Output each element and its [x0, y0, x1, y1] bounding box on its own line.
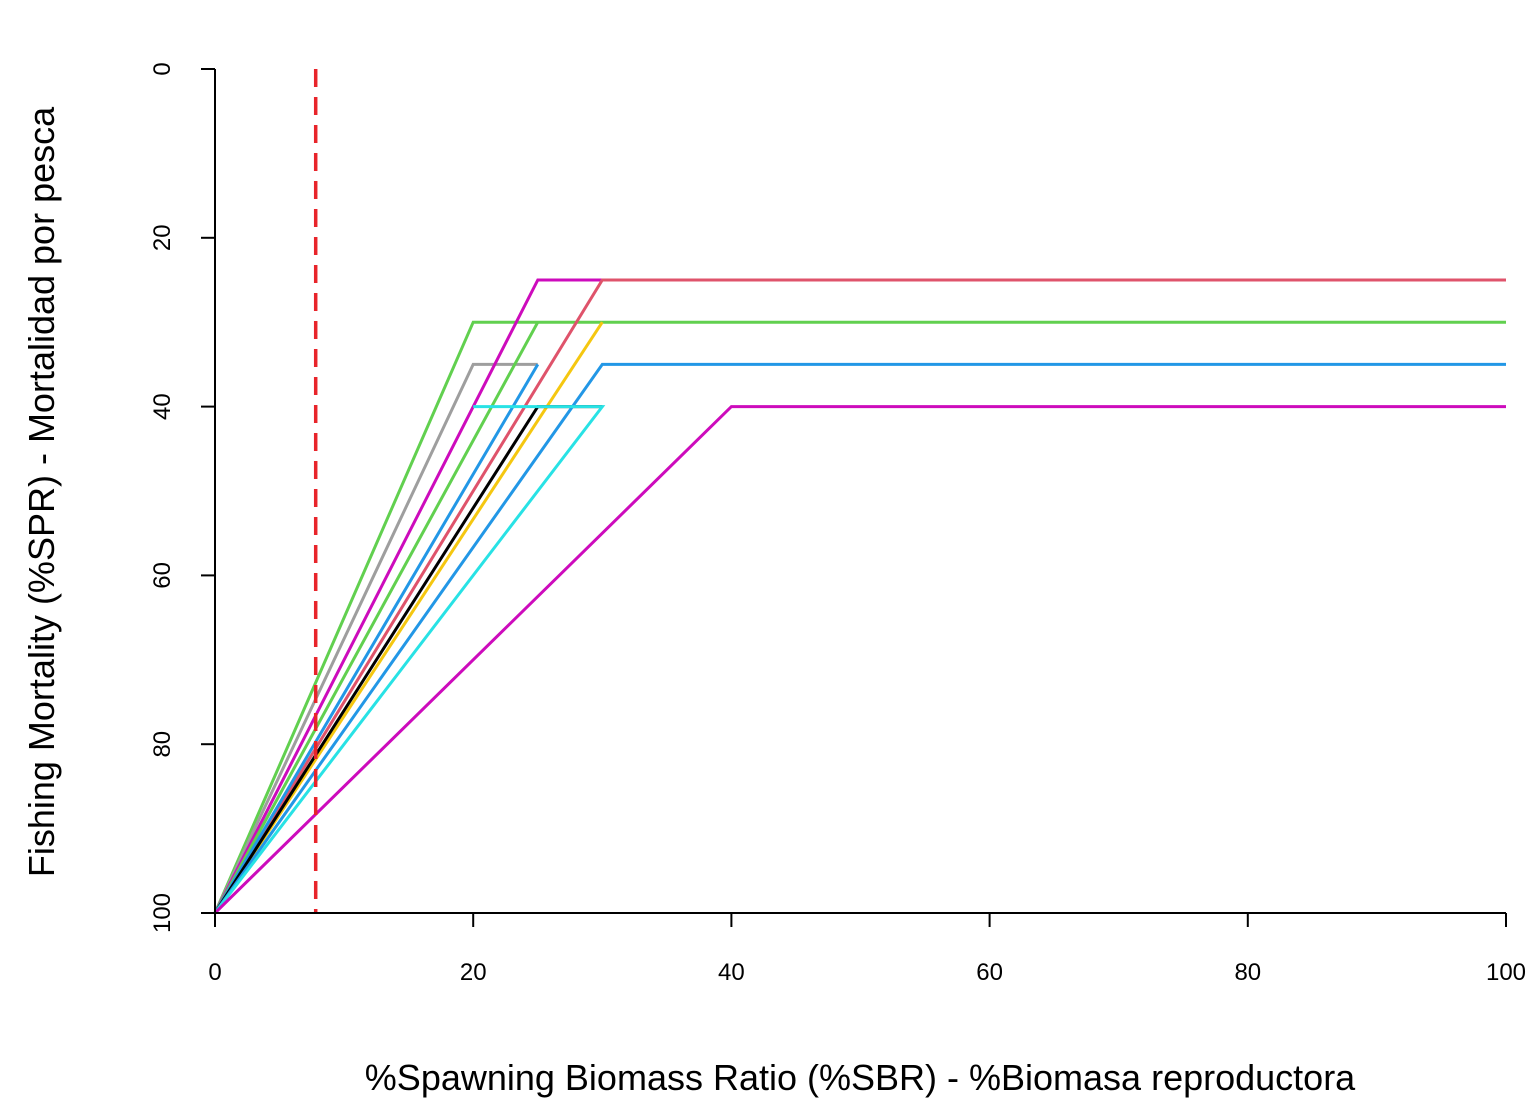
series-line-10	[213, 405, 606, 914]
series-line-1	[213, 320, 1506, 914]
y-tick-label: 100	[149, 893, 176, 933]
y-tick-label: 20	[149, 224, 176, 251]
y-tick-label: 60	[149, 562, 176, 589]
x-axis-title: %Spawning Biomass Ratio (%SBR) - %Biomas…	[365, 1057, 1356, 1098]
series-line-9	[213, 362, 1506, 914]
axes-layer: 0 20 40 60 80 100 0 20 40 60 80 100	[149, 62, 1526, 986]
series-line-3	[213, 278, 603, 914]
x-tick-label: 20	[460, 959, 487, 986]
series-line-7	[213, 321, 604, 914]
y-axis-title: Fishing Mortality (%SPR) - Mortalidad po…	[21, 106, 62, 877]
x-tick-label: 60	[976, 959, 1003, 986]
y-tick-label: 80	[149, 731, 176, 758]
series-line-11	[213, 405, 1506, 915]
x-tick-label: 80	[1234, 959, 1261, 986]
x-tick-label: 100	[1486, 959, 1526, 986]
series-line-6	[213, 363, 540, 914]
y-tick-label: 0	[149, 62, 176, 75]
x-tick-label: 0	[208, 959, 221, 986]
x-tick-label: 40	[718, 959, 745, 986]
series-line-5	[213, 278, 1506, 914]
series-line-4	[213, 321, 540, 914]
series-layer	[213, 278, 1506, 915]
y-tick-label: 40	[149, 393, 176, 420]
